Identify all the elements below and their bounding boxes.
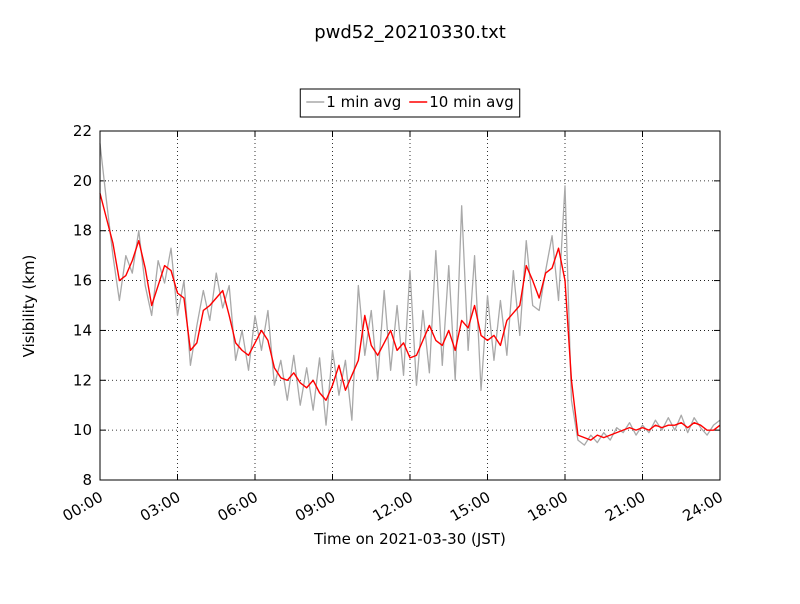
legend: 1 min avg 10 min avg bbox=[299, 88, 521, 118]
legend-label: 1 min avg bbox=[326, 93, 401, 111]
y-tick-label: 14 bbox=[73, 321, 92, 339]
series-line bbox=[99, 143, 721, 446]
legend-label: 10 min avg bbox=[429, 93, 514, 111]
x-axis-label: Time on 2021-03-30 (JST) bbox=[313, 530, 506, 548]
y-tick-label: 10 bbox=[73, 421, 92, 439]
y-axis-label: Visibility (km) bbox=[20, 255, 38, 358]
y-tick-label: 18 bbox=[73, 222, 92, 240]
legend-box bbox=[299, 88, 521, 118]
y-tick-label: 8 bbox=[82, 471, 92, 489]
y-tick-label: 20 bbox=[73, 172, 92, 190]
y-tick-label: 16 bbox=[73, 272, 92, 290]
y-tick-label: 22 bbox=[73, 122, 92, 140]
chart-title: pwd52_20210330.txt bbox=[314, 22, 506, 43]
y-tick-label: 12 bbox=[73, 371, 92, 389]
series-line bbox=[99, 193, 721, 441]
plot-frame bbox=[99, 130, 721, 481]
